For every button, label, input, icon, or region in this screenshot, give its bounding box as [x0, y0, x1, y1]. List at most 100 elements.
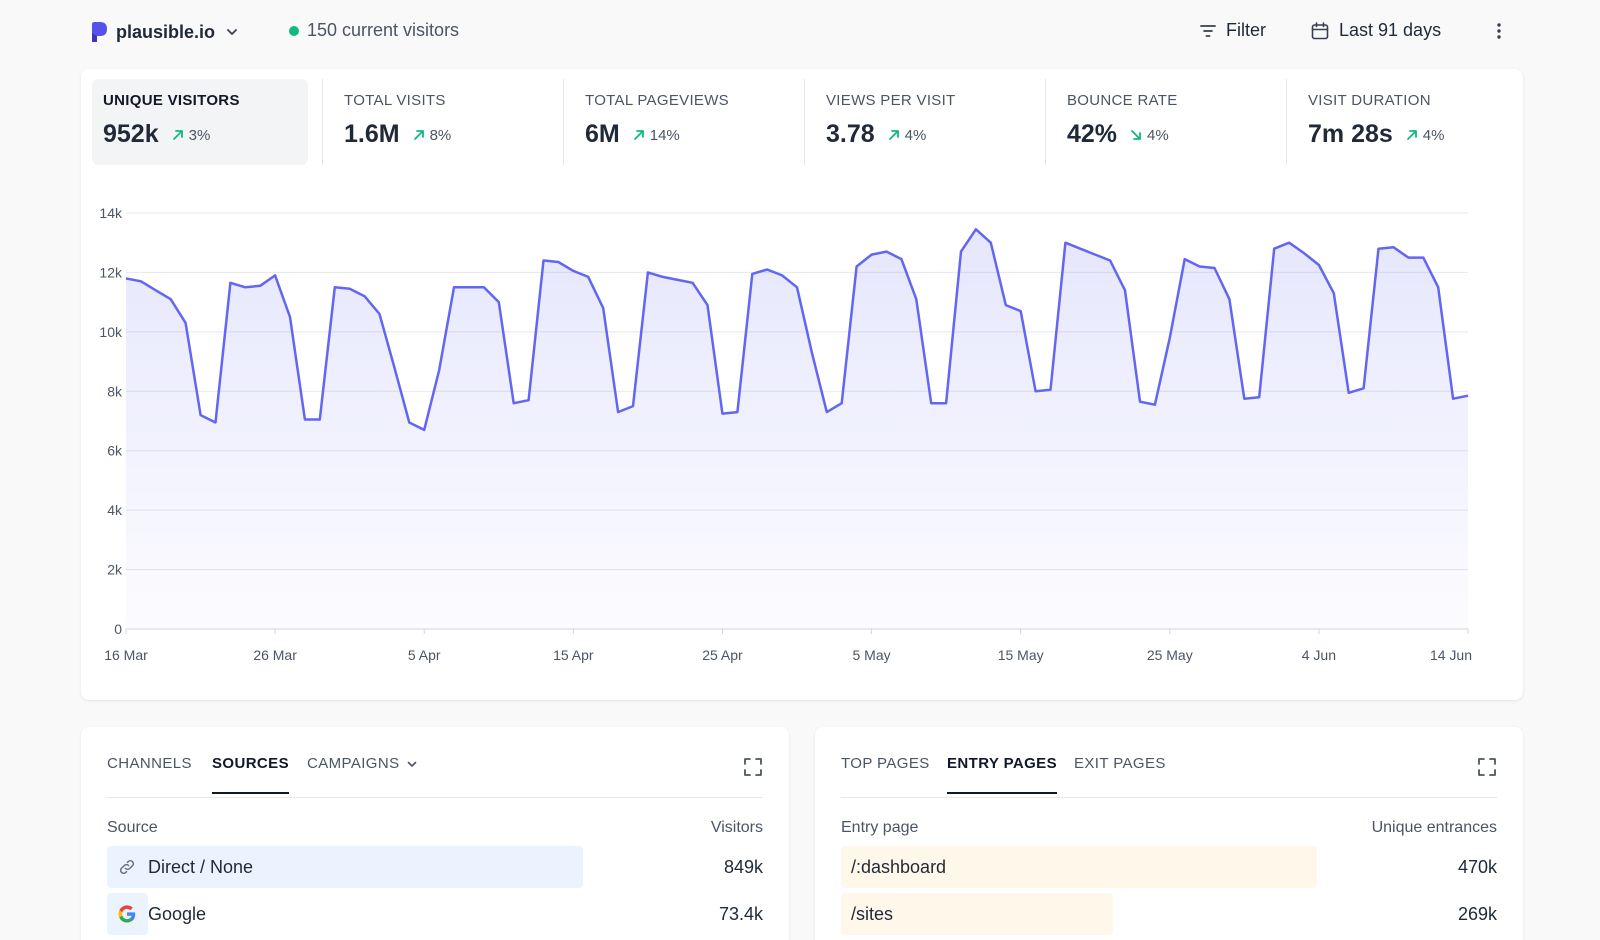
plausible-logo-icon — [92, 22, 107, 42]
column-header-unique-entrances: Unique entrances — [1371, 819, 1497, 836]
column-header-source: Source — [107, 819, 158, 836]
tab-label: ENTRY PAGES — [947, 755, 1057, 772]
metric-bounce-rate[interactable]: BOUNCE RATE 42% 4% — [1056, 79, 1272, 165]
metric-change: 3% — [171, 126, 211, 144]
tab-top-pages[interactable]: TOP PAGES — [841, 755, 930, 792]
y-tick-label: 2k — [107, 562, 123, 578]
tab-sources[interactable]: SOURCES — [212, 755, 289, 794]
visitor-count: 849k — [723, 856, 763, 877]
page-path: /:dashboard — [851, 856, 947, 877]
source-label[interactable]: Direct / None — [117, 846, 253, 888]
x-tick-label: 16 Mar — [104, 647, 148, 663]
source-name: Direct / None — [148, 856, 254, 877]
visitors-chart[interactable]: 0 2k 4k 6k 8k 10k 12k 14k 16 Mar 26 Mar 5 Apr 15 Ap… — [81, 69, 1523, 700]
period-picker[interactable]: Last 91 days — [1310, 20, 1441, 41]
tab-label: CHANNELS — [107, 755, 192, 772]
metric-divider — [322, 79, 323, 165]
site-name: plausible.io — [116, 21, 216, 42]
metric-divider — [563, 79, 564, 165]
sources-tabs: CHANNELS SOURCES CAMPAIGNS — [107, 727, 763, 798]
metric-change: 4% — [1405, 126, 1445, 144]
metric-change: 14% — [632, 127, 680, 144]
calendar-icon — [1311, 21, 1329, 39]
tab-exit-pages[interactable]: EXIT PAGES — [1074, 755, 1166, 792]
metric-value: 952k — [103, 120, 159, 148]
metric-change-value: 4% — [1147, 126, 1169, 144]
current-visitors[interactable]: 150 current visitors — [289, 20, 459, 41]
metric-value: 6M — [585, 120, 620, 148]
x-tick-label: 5 Apr — [408, 647, 441, 663]
metric-change-value: 14% — [649, 126, 680, 144]
source-name: Google — [148, 903, 207, 924]
site-switcher[interactable]: plausible.io — [90, 19, 239, 45]
tab-entry-pages[interactable]: ENTRY PAGES — [947, 755, 1057, 794]
x-tick-label: 26 Mar — [253, 647, 297, 663]
entrance-count: 470k — [1457, 856, 1497, 877]
x-tick-label: 14 Jun — [1430, 647, 1472, 663]
arrow-up-right-icon — [413, 130, 424, 140]
metric-value: 3.78 — [826, 120, 875, 148]
x-tick-label: 4 Jun — [1302, 647, 1336, 663]
metric-total-pageviews[interactable]: TOTAL PAGEVIEWS 6M 14% — [574, 79, 790, 165]
current-visitors-label: 150 current visitors — [307, 20, 460, 40]
x-tick-label: 5 May — [852, 647, 890, 663]
metric-change-value: 3% — [188, 126, 211, 144]
page-label[interactable]: /:dashboard — [851, 846, 946, 888]
metric-views-per-visit[interactable]: VIEWS PER VISIT 3.78 4% — [815, 79, 1031, 165]
source-label[interactable]: Google — [117, 893, 206, 935]
metric-change-value: 4% — [1422, 126, 1445, 144]
x-tick-label: 15 Apr — [553, 647, 594, 663]
page-label[interactable]: /sites — [851, 893, 893, 935]
metric-value: 1.6M — [344, 120, 400, 148]
list-item[interactable]: Google 73.4k — [107, 893, 763, 935]
live-dot-icon — [289, 25, 299, 36]
filter-icon — [1200, 24, 1216, 37]
metric-label: BOUNCE RATE — [1067, 92, 1178, 109]
list-item[interactable]: Direct / None 849k — [107, 846, 763, 888]
tab-campaigns[interactable]: CAMPAIGNS — [307, 755, 418, 792]
tab-channels[interactable]: CHANNELS — [107, 755, 192, 792]
sources-card: CHANNELS SOURCES CAMPAIGNS Source Visito… — [81, 727, 789, 940]
share-bar — [841, 846, 1318, 888]
list-item[interactable]: /:dashboard 470k — [841, 846, 1497, 888]
metric-change: 8% — [412, 126, 452, 144]
y-tick-label: 12k — [99, 264, 123, 280]
metric-change-value: 8% — [429, 126, 452, 144]
column-header-entry-page: Entry page — [841, 819, 919, 836]
metric-unique-visitors[interactable]: UNIQUE VISITORS 952k 3% — [92, 79, 308, 165]
chevron-down-icon — [227, 29, 237, 35]
arrow-up-right-icon — [172, 130, 183, 140]
pages-card: TOP PAGES ENTRY PAGES EXIT PAGES Entry p… — [815, 727, 1523, 940]
metric-change: 4% — [1129, 127, 1169, 144]
list-item[interactable]: /sites 269k — [841, 893, 1497, 935]
tab-label: TOP PAGES — [841, 755, 930, 772]
metric-divider — [1286, 79, 1287, 165]
tab-label: EXIT PAGES — [1074, 755, 1166, 772]
chevron-down-icon — [407, 761, 416, 767]
tab-label: CAMPAIGNS — [307, 755, 400, 772]
pages-tabs: TOP PAGES ENTRY PAGES EXIT PAGES — [841, 727, 1497, 798]
metric-visit-duration[interactable]: VISIT DURATION 7m 28s 4% — [1297, 79, 1513, 165]
main-graph-card: UNIQUE VISITORS 952k 3% TOTAL VISITS 1.6… — [81, 69, 1523, 700]
expand-icon[interactable] — [1477, 757, 1497, 777]
visitors-area — [126, 229, 1468, 630]
google-icon — [118, 905, 136, 923]
entrance-count: 269k — [1457, 903, 1497, 924]
tab-label: SOURCES — [212, 755, 289, 772]
metric-label: UNIQUE VISITORS — [103, 92, 240, 109]
metric-label: VIEWS PER VISIT — [826, 92, 956, 109]
filter-button[interactable]: Filter — [1198, 20, 1266, 41]
x-tick-label: 25 May — [1147, 647, 1193, 663]
metric-divider — [1045, 79, 1046, 165]
arrow-up-right-icon — [1406, 130, 1417, 140]
metric-divider — [804, 79, 805, 165]
more-menu-icon[interactable] — [1488, 19, 1510, 43]
column-header-visitors: Visitors — [710, 819, 763, 836]
expand-icon[interactable] — [743, 757, 763, 777]
y-tick-label: 14k — [99, 205, 123, 221]
metric-label: VISIT DURATION — [1308, 92, 1431, 109]
y-tick-label: 6k — [107, 443, 123, 459]
metrics-row: UNIQUE VISITORS 952k 3% TOTAL VISITS 1.6… — [92, 79, 1513, 165]
y-tick-label: 10k — [99, 324, 123, 340]
metric-total-visits[interactable]: TOTAL VISITS 1.6M 8% — [333, 79, 549, 165]
